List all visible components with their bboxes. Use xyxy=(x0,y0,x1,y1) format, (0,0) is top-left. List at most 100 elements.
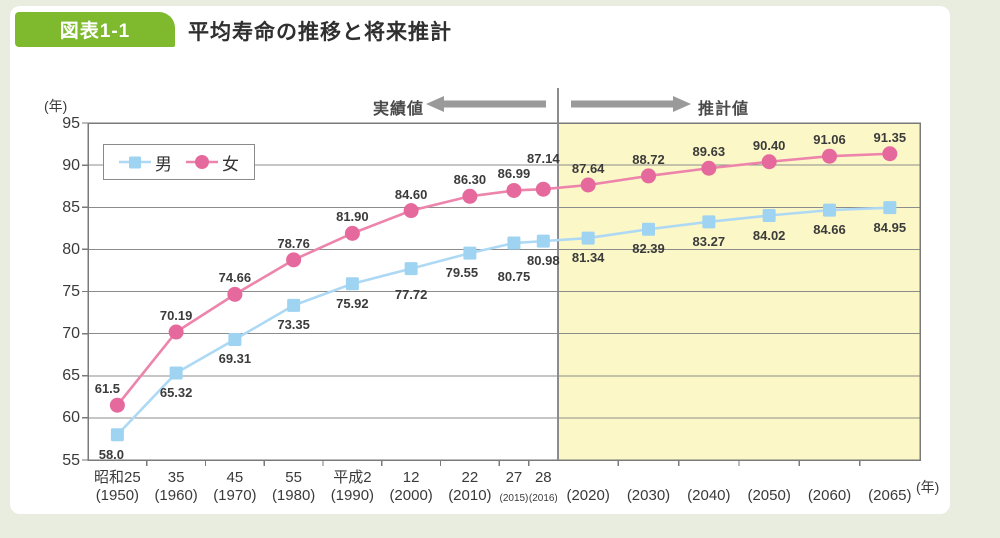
y-axis-tick-label: 65 xyxy=(62,367,80,385)
female-point xyxy=(168,324,184,340)
actual-arrow-shaft xyxy=(442,100,546,108)
legend-item-female: 女 xyxy=(186,150,239,175)
female-value-label: 74.66 xyxy=(218,270,252,286)
male-value-label: 75.92 xyxy=(336,295,369,311)
male-point xyxy=(463,246,477,260)
chart-legend: 男 女 xyxy=(103,144,255,180)
x-axis-era-label: 22 xyxy=(461,469,479,486)
x-axis-year-label: (2030) xyxy=(626,487,671,504)
projection-arrow-shaft xyxy=(571,100,675,108)
x-axis-era-label: 45 xyxy=(226,469,244,486)
female-point xyxy=(535,181,551,197)
female-point xyxy=(109,397,125,413)
x-axis-year-label: (1990) xyxy=(330,487,375,504)
y-axis-tick-label: 70 xyxy=(62,325,80,343)
male-value-label: 81.34 xyxy=(571,250,605,266)
male-point xyxy=(642,222,655,236)
x-axis-year-label: (2010) xyxy=(448,487,492,504)
legend-label-male: 男 xyxy=(155,154,172,174)
x-axis-era-label: 昭和25 xyxy=(94,469,141,486)
x-axis-year-label: (1970) xyxy=(213,487,257,504)
x-axis-year-label: (2000) xyxy=(389,487,433,504)
male-value-label: 73.35 xyxy=(277,317,310,333)
female-value-label: 87.14 xyxy=(527,151,560,167)
x-axis-year-label: (1960) xyxy=(154,487,198,504)
female-value-label: 90.40 xyxy=(752,137,786,153)
x-axis-year-label: (2050) xyxy=(747,487,791,504)
female-value-label: 61.5 xyxy=(94,381,121,397)
male-point xyxy=(404,262,418,276)
female-point xyxy=(403,203,419,219)
female-point xyxy=(227,286,243,302)
male-value-label: 58.0 xyxy=(98,446,125,462)
female-point xyxy=(286,252,302,268)
male-value-label: 84.95 xyxy=(873,219,907,235)
male-point xyxy=(345,277,359,291)
y-axis-unit: (年) xyxy=(44,98,68,114)
female-value-label: 91.06 xyxy=(813,132,846,148)
male-point xyxy=(823,203,836,217)
figure-label: 図表1-1 xyxy=(59,21,131,42)
male-value-label: 80.75 xyxy=(497,269,531,285)
female-value-label: 89.63 xyxy=(692,144,726,160)
female-point xyxy=(462,188,478,204)
y-axis-tick-label: 80 xyxy=(62,240,80,258)
page-title: 平均寿命の推移と将来推計 xyxy=(188,21,452,44)
y-axis-tick-label: 85 xyxy=(62,198,80,216)
x-axis-era-label: 12 xyxy=(402,469,420,486)
male-point xyxy=(507,236,521,250)
x-axis-era-label: 55 xyxy=(285,469,302,486)
male-value-label: 82.39 xyxy=(632,241,665,257)
female-point xyxy=(761,154,777,170)
figure-label-badge: 図表1-1 xyxy=(15,12,175,47)
male-value-label: 79.55 xyxy=(445,265,479,281)
male-point xyxy=(536,234,550,248)
female-point xyxy=(882,146,898,162)
actual-arrow-head xyxy=(426,96,444,112)
x-axis-year-label: (2020) xyxy=(566,487,610,504)
x-axis-era-label: 27 xyxy=(505,469,523,486)
female-value-label: 86.30 xyxy=(453,172,487,188)
x-axis-era-label: 28 xyxy=(534,469,552,486)
female-value-label: 91.35 xyxy=(873,129,907,145)
y-axis-tick-label: 60 xyxy=(62,409,80,427)
y-axis-tick-label: 95 xyxy=(62,114,80,132)
female-point xyxy=(344,225,360,241)
plot-border xyxy=(87,122,921,461)
female-value-label: 78.76 xyxy=(277,235,310,251)
female-point xyxy=(822,148,837,164)
x-axis-year-label: (2040) xyxy=(687,487,731,504)
x-axis-era-label: 平成2 xyxy=(333,469,372,486)
male-value-label: 83.27 xyxy=(692,233,726,249)
female-point xyxy=(641,168,656,184)
female-value-label: 87.64 xyxy=(571,161,605,176)
male-point xyxy=(110,428,124,442)
male-point xyxy=(702,215,716,229)
x-axis-year-label: (2065) xyxy=(868,487,912,504)
female-value-label: 81.90 xyxy=(336,209,369,225)
male-point xyxy=(581,231,595,245)
y-axis-tick-label: 75 xyxy=(62,283,80,300)
female-point xyxy=(701,160,717,176)
female-value-label: 84.60 xyxy=(394,186,428,202)
male-value-label: 65.32 xyxy=(159,385,193,401)
projection-arrow-head xyxy=(673,96,691,112)
male-point xyxy=(228,332,242,346)
y-axis-tick-label: 90 xyxy=(62,156,80,174)
female-value-label: 88.72 xyxy=(632,151,665,167)
male-value-label: 69.31 xyxy=(218,351,252,367)
actual-period-label: 実績値 xyxy=(372,101,424,118)
x-axis-era-label: 35 xyxy=(167,469,185,486)
legend-label-female: 女 xyxy=(222,154,239,174)
y-axis-tick-label: 55 xyxy=(62,451,80,469)
male-value-label: 84.02 xyxy=(752,227,786,243)
female-point xyxy=(580,177,596,193)
male-value-label: 80.98 xyxy=(527,253,560,269)
x-axis-year-label: (1950) xyxy=(95,487,140,504)
male-point xyxy=(883,201,897,215)
female-point xyxy=(506,182,522,198)
male-point xyxy=(762,209,776,223)
